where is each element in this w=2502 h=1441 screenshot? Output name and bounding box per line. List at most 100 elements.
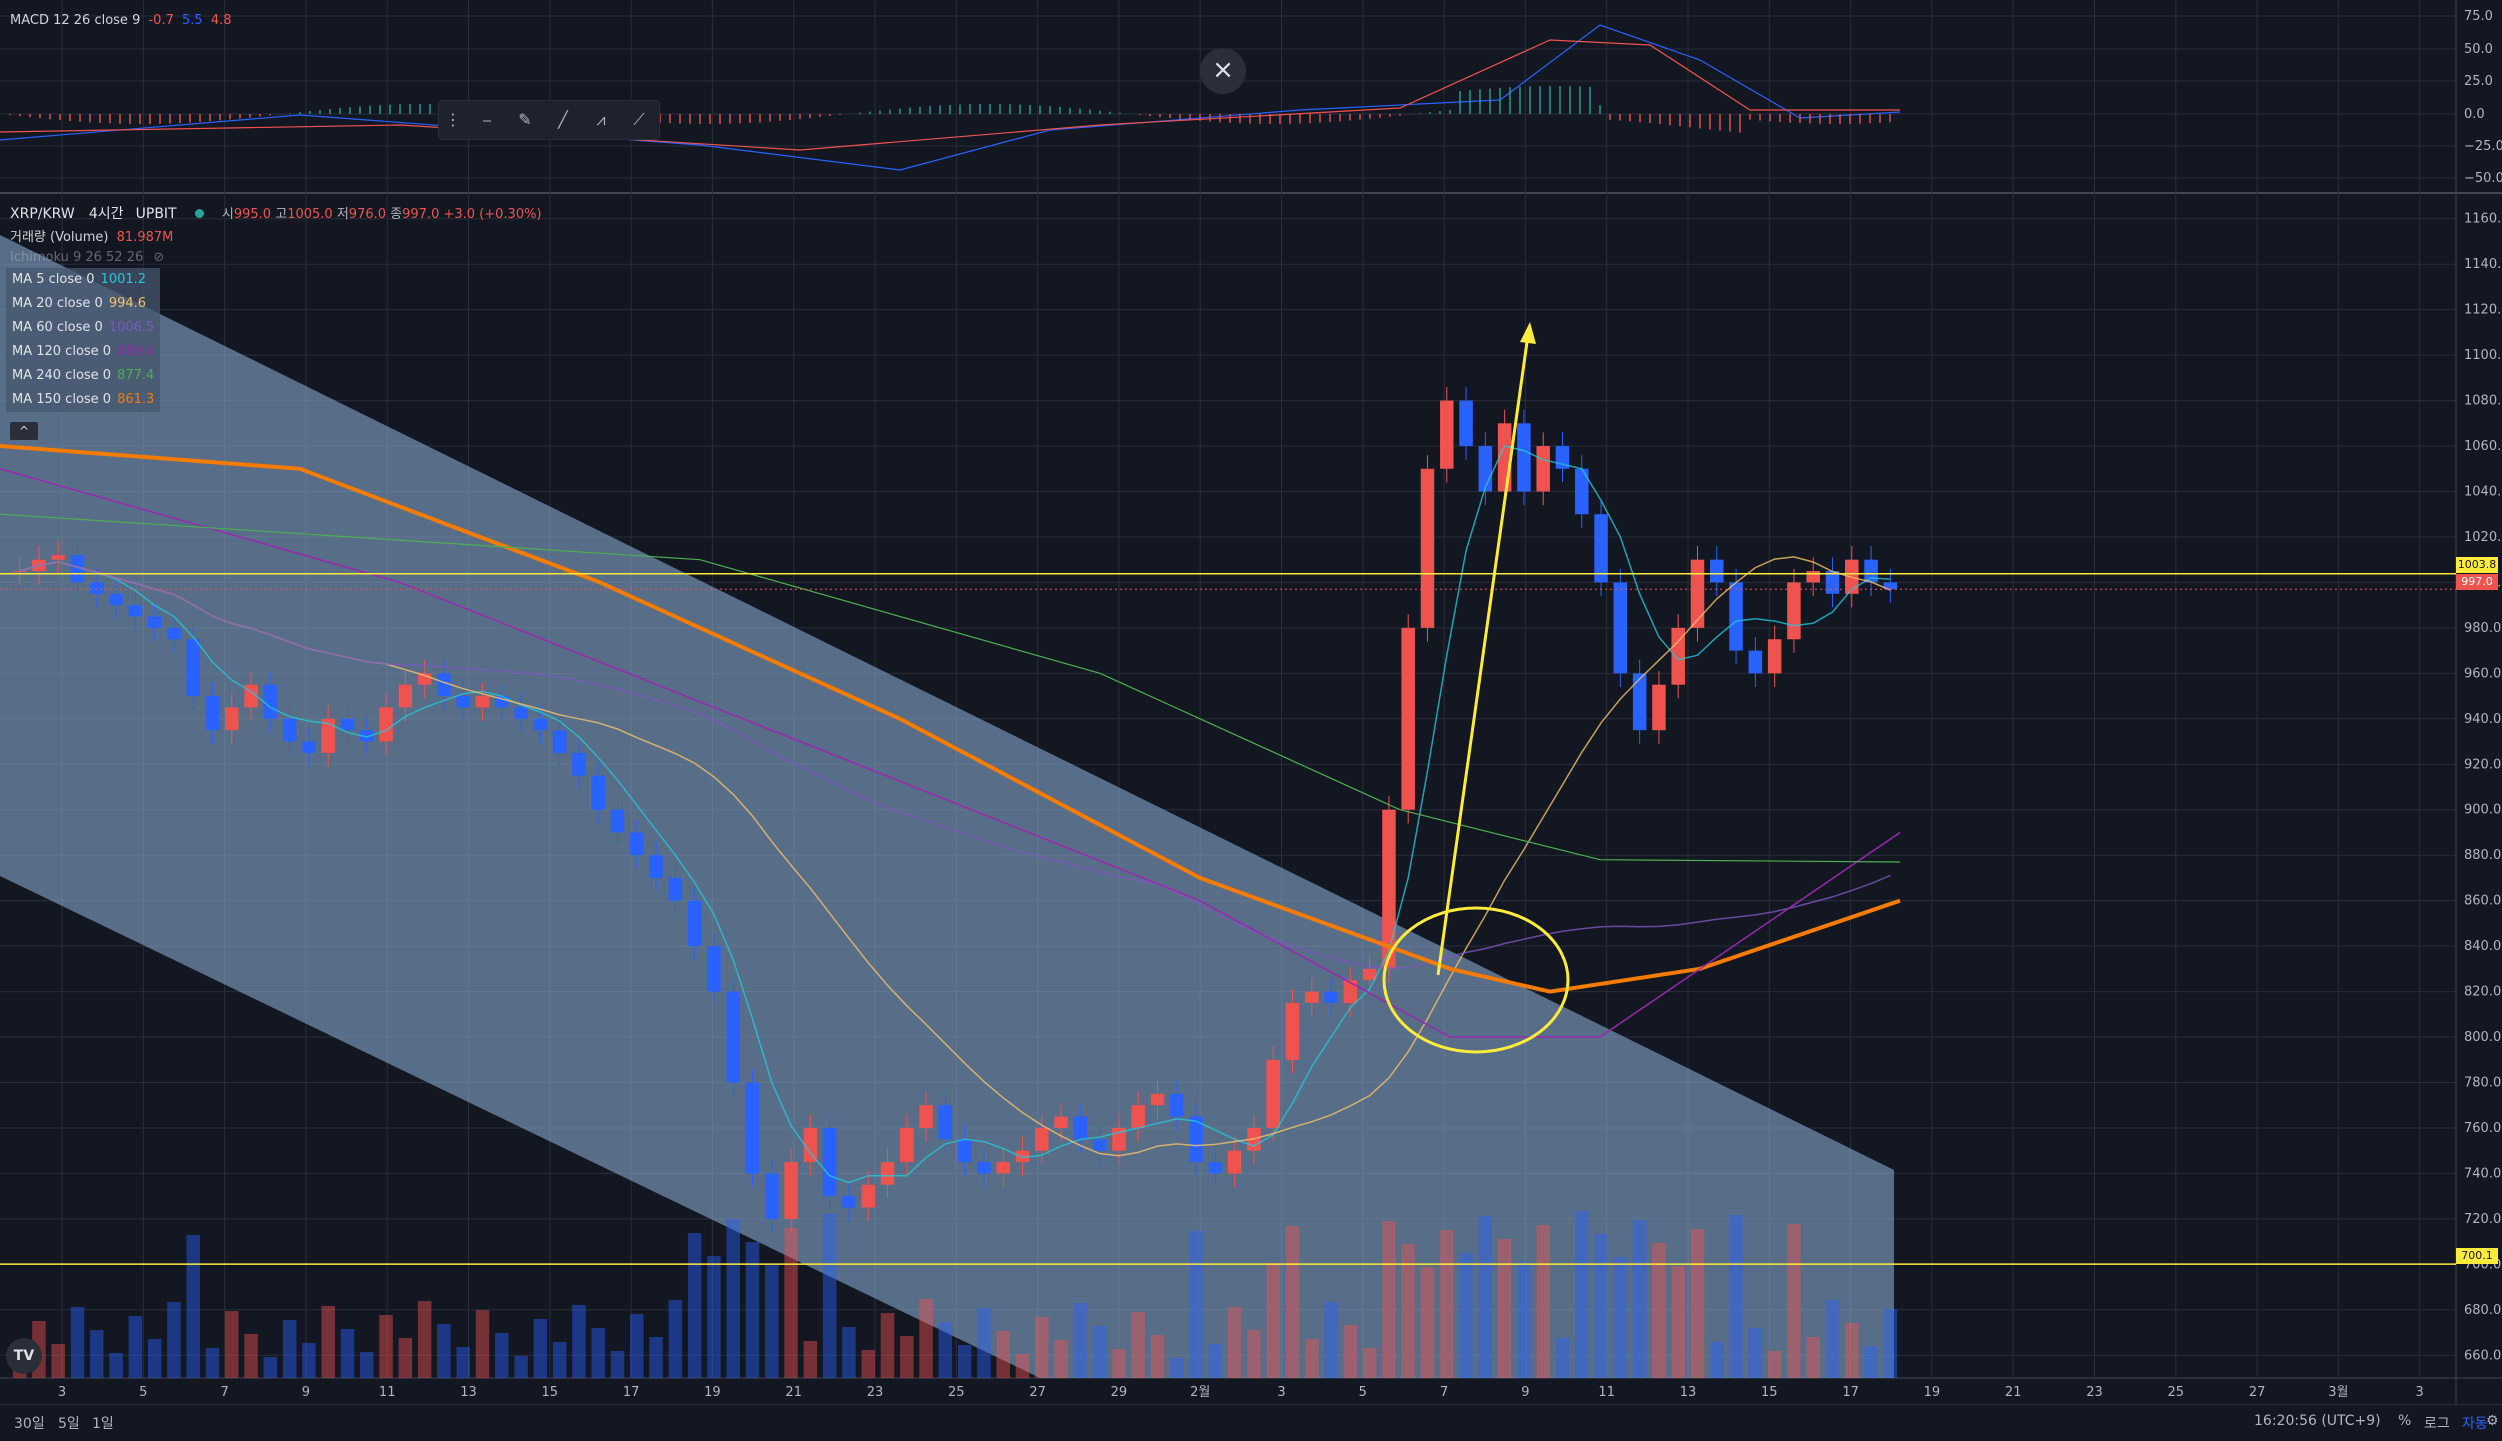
trendline-icon[interactable]: ╱ [558, 110, 568, 129]
candle-body [919, 1105, 933, 1128]
volume-bar [861, 1350, 875, 1378]
volume-bar [205, 1348, 220, 1378]
date-tick-label: 13 [460, 1385, 477, 1400]
date-tick-label: 9 [302, 1385, 310, 1400]
volume-bar [1362, 1348, 1377, 1378]
collapse-legend-button[interactable]: ^ [10, 422, 38, 440]
range-1d[interactable]: 1일 [92, 1416, 114, 1432]
clock: 16:20:56 (UTC+9) [2254, 1413, 2381, 1429]
macd-value-2: 5.5 [182, 13, 203, 28]
candle-body [1324, 991, 1338, 1003]
symbol-name[interactable]: XRP/KRW [10, 206, 75, 222]
candle-body [1517, 423, 1531, 492]
candle-body [1420, 468, 1435, 628]
candle-body [1575, 468, 1589, 515]
interval[interactable]: 4시간 [88, 206, 124, 222]
price-tick-label: 860.0 [2464, 894, 2501, 909]
open-label: 시 [221, 207, 234, 222]
price-tick-label: 800.0 [2464, 1030, 2501, 1045]
candle-body [1459, 400, 1473, 447]
hidden-eye-icon[interactable]: ⊘ [153, 250, 165, 265]
ma-value: 994.6 [108, 296, 147, 311]
ma-legend-row: MA 60 close 0 1006.5 [6, 316, 160, 340]
close-button[interactable]: × [1200, 48, 1246, 94]
candle-body [842, 1196, 856, 1208]
candle-body [1748, 650, 1763, 674]
date-tick-label: 25 [2168, 1385, 2185, 1400]
volume-bar [1536, 1225, 1550, 1378]
candle-body [1729, 582, 1743, 651]
candle-body [1671, 627, 1685, 685]
horizontal-ray-icon[interactable]: ⎯ [482, 110, 491, 129]
volume-bar [1440, 1230, 1454, 1378]
candle-body [340, 718, 355, 731]
candle-body [379, 707, 393, 742]
volume-bar [1382, 1221, 1396, 1378]
range-5d[interactable]: 5일 [58, 1416, 80, 1432]
volume-bar [977, 1308, 991, 1378]
candle-body [1015, 1150, 1030, 1163]
volume-bar [1632, 1220, 1647, 1378]
candle-body [1883, 582, 1898, 590]
pattern-icon[interactable]: ⩘ [596, 110, 606, 129]
volume-bar [514, 1356, 528, 1378]
volume-bar [1131, 1312, 1145, 1378]
volume-bar [1787, 1224, 1801, 1378]
date-tick-label: 13 [1680, 1385, 1697, 1400]
price-tick-label: 960.0 [2464, 666, 2501, 681]
candle-body [938, 1105, 953, 1140]
candle-body [572, 752, 586, 776]
candle-body [225, 707, 239, 731]
ma-value: 1006.5 [108, 320, 155, 335]
ma-label: MA 150 close 0 [12, 392, 112, 407]
date-tick-label: 9 [1521, 1385, 1529, 1400]
price-tick-label: 660.0 [2464, 1348, 2501, 1363]
volume-bar [1478, 1216, 1493, 1378]
settings-gear-icon[interactable]: ⚙ [2486, 1413, 2499, 1429]
volume-bar [1343, 1325, 1358, 1378]
high-value: 1005.0 [287, 207, 333, 222]
volume-bar [1266, 1263, 1280, 1378]
candle-body [552, 730, 567, 753]
auto-toggle[interactable]: 자동 [2462, 1416, 2488, 1432]
date-tick-label: 11 [379, 1385, 396, 1400]
range-30d[interactable]: 30일 [14, 1416, 45, 1432]
ma-line [19, 445, 1891, 1184]
macd-tick-label: 50.0 [2464, 42, 2493, 57]
volume-bar [552, 1342, 567, 1378]
exchange: UPBIT [135, 206, 177, 222]
candle-body [51, 555, 65, 560]
volume-bar [1459, 1253, 1473, 1378]
volume-bar [147, 1339, 162, 1378]
low-value: 976.0 [348, 207, 387, 222]
date-tick-label: 3 [2416, 1385, 2424, 1400]
candle-body [1035, 1127, 1049, 1151]
price-tick-label: 980.0 [2464, 621, 2501, 636]
candle-body [398, 684, 413, 708]
volume-bar [1324, 1302, 1338, 1378]
candle-body [900, 1127, 914, 1163]
volume-bar [360, 1352, 374, 1378]
candle-body [90, 582, 104, 594]
measure-icon[interactable]: ⟋ [633, 110, 645, 129]
percent-toggle[interactable]: % [2398, 1413, 2412, 1429]
date-tick-label: 7 [1440, 1385, 1448, 1400]
log-toggle[interactable]: 로그 [2424, 1416, 2450, 1432]
candle-body [1864, 559, 1878, 583]
date-tick-label: 21 [2005, 1385, 2022, 1400]
candle-body [1131, 1105, 1145, 1128]
date-tick-label: 23 [2086, 1385, 2103, 1400]
drag-handle-icon[interactable]: ⋮ [445, 110, 461, 129]
volume-bar [1652, 1243, 1666, 1378]
candle-body [977, 1162, 991, 1174]
volume-label: 거래량 (Volume) [10, 230, 109, 245]
volume-legend: 거래량 (Volume) 81.987M [10, 226, 173, 245]
ma120-line [0, 468, 1901, 1038]
candle-body [1054, 1116, 1068, 1128]
pen-icon[interactable]: ✎ [518, 110, 532, 129]
candle-body [1266, 1059, 1280, 1128]
candle-body [687, 900, 702, 947]
candle-body [1825, 571, 1840, 594]
